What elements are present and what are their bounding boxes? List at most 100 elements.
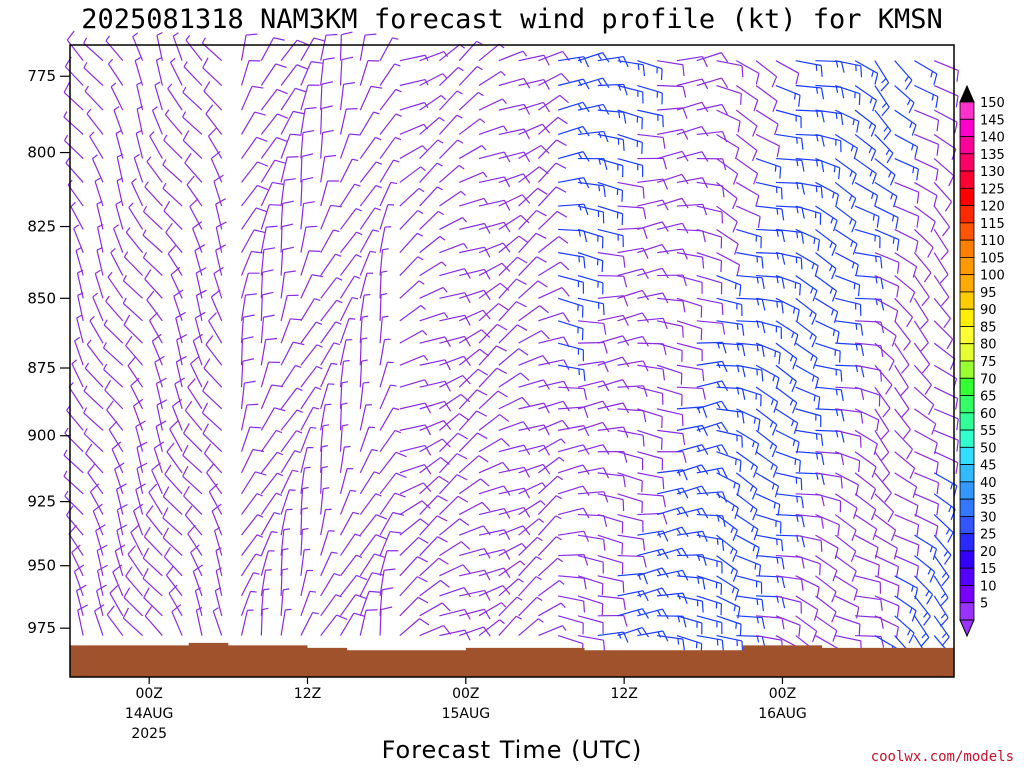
y-tick-label: 775 bbox=[27, 67, 56, 85]
wind-barb bbox=[339, 402, 348, 431]
wind-barb bbox=[280, 508, 293, 536]
wind-barb bbox=[518, 256, 547, 276]
wind-barb bbox=[478, 414, 510, 431]
wind-barb bbox=[132, 398, 144, 431]
colorbar-swatch bbox=[959, 585, 975, 604]
wind-barb bbox=[518, 518, 545, 536]
wind-barb bbox=[914, 109, 940, 132]
wind-barb bbox=[359, 448, 378, 474]
wind-barb bbox=[775, 554, 805, 569]
wind-barb bbox=[203, 358, 223, 388]
wind-barb bbox=[557, 320, 584, 341]
wind-barb bbox=[894, 297, 914, 328]
wind-barb bbox=[815, 109, 844, 126]
wind-barb bbox=[240, 426, 262, 452]
wind-barb bbox=[498, 77, 531, 89]
wind-barb bbox=[399, 280, 425, 299]
wind-barb bbox=[795, 408, 822, 428]
y-tick-label: 925 bbox=[27, 493, 56, 511]
wind-barb bbox=[854, 252, 883, 269]
wind-barb bbox=[201, 37, 223, 62]
wind-barb bbox=[617, 513, 644, 533]
wind-barb bbox=[320, 129, 334, 159]
wind-barb bbox=[87, 463, 104, 495]
wind-barb bbox=[835, 320, 864, 336]
wind-barb bbox=[96, 246, 104, 276]
wind-barb bbox=[202, 423, 223, 453]
wind-barb bbox=[538, 579, 565, 597]
wind-barb bbox=[260, 269, 274, 299]
wind-barb bbox=[755, 534, 784, 552]
wind-barb bbox=[339, 339, 353, 366]
wind-barb bbox=[419, 116, 445, 135]
wind-barb bbox=[617, 247, 649, 259]
wind-barb bbox=[795, 252, 819, 277]
wind-barb bbox=[478, 125, 508, 136]
wind-barb bbox=[300, 37, 325, 61]
wind-barb bbox=[300, 250, 321, 276]
wind-barb bbox=[558, 425, 590, 437]
wind-barb bbox=[854, 181, 879, 207]
wind-barb bbox=[597, 228, 624, 248]
wind-barb bbox=[597, 83, 628, 96]
wind-barb bbox=[558, 364, 586, 382]
wind-barb bbox=[359, 250, 377, 276]
wind-barb bbox=[676, 485, 709, 496]
wind-barb bbox=[73, 224, 84, 253]
wind-barb bbox=[240, 609, 254, 636]
wind-barb bbox=[577, 595, 604, 616]
wind-barb bbox=[518, 305, 549, 322]
x-tick-date: 15AUG bbox=[442, 706, 491, 722]
wind-barb bbox=[478, 199, 511, 211]
wind-barb bbox=[280, 548, 289, 576]
colorbar-top-arrow bbox=[959, 84, 975, 103]
wind-barb bbox=[874, 493, 895, 523]
colorbar-swatch bbox=[959, 464, 975, 483]
wind-barb bbox=[183, 61, 203, 86]
wind-barb bbox=[419, 475, 449, 495]
wind-barb bbox=[657, 429, 686, 445]
wind-barb bbox=[210, 289, 223, 322]
colorbar-label: 45 bbox=[980, 459, 997, 474]
wind-barb bbox=[894, 472, 918, 498]
wind-barb bbox=[135, 483, 146, 515]
wind-barb bbox=[478, 43, 505, 62]
wind-barb bbox=[756, 228, 786, 243]
wind-barb bbox=[577, 444, 610, 455]
wind-barb bbox=[775, 386, 798, 414]
wind-barb bbox=[874, 430, 890, 462]
wind-barb bbox=[162, 486, 183, 516]
wind-barb bbox=[696, 467, 728, 479]
wind-barb bbox=[716, 228, 739, 255]
terrain-layer bbox=[70, 642, 954, 677]
wind-barb bbox=[617, 205, 647, 220]
wind-barb bbox=[182, 444, 203, 474]
wind-barb bbox=[558, 595, 586, 613]
wind-barb bbox=[913, 297, 929, 330]
wind-barb bbox=[756, 252, 786, 265]
wind-barb bbox=[676, 125, 709, 137]
wind-barb bbox=[166, 442, 183, 474]
wind-barb bbox=[577, 341, 608, 354]
wind-barb bbox=[537, 139, 567, 159]
wind-barb bbox=[260, 159, 286, 183]
wind-barb bbox=[419, 286, 448, 299]
wind-barb bbox=[854, 451, 877, 478]
wind-barb bbox=[637, 157, 668, 170]
wind-barb bbox=[439, 608, 471, 620]
wind-barb bbox=[756, 575, 786, 589]
colorbar-label: 150 bbox=[980, 96, 1005, 111]
wind-barb bbox=[637, 84, 663, 105]
wind-barb bbox=[300, 84, 320, 111]
wind-barb bbox=[184, 400, 203, 431]
wind-barb bbox=[894, 320, 911, 351]
colorbar-label: 115 bbox=[980, 217, 1005, 232]
wind-barb bbox=[359, 85, 383, 111]
wind-barb bbox=[320, 342, 340, 366]
wind-barb bbox=[498, 372, 530, 388]
wind-barb bbox=[130, 377, 144, 410]
wind-barb bbox=[379, 270, 388, 299]
wind-barb bbox=[894, 451, 916, 479]
wind-barb bbox=[537, 475, 564, 495]
wind-barb bbox=[112, 564, 124, 597]
